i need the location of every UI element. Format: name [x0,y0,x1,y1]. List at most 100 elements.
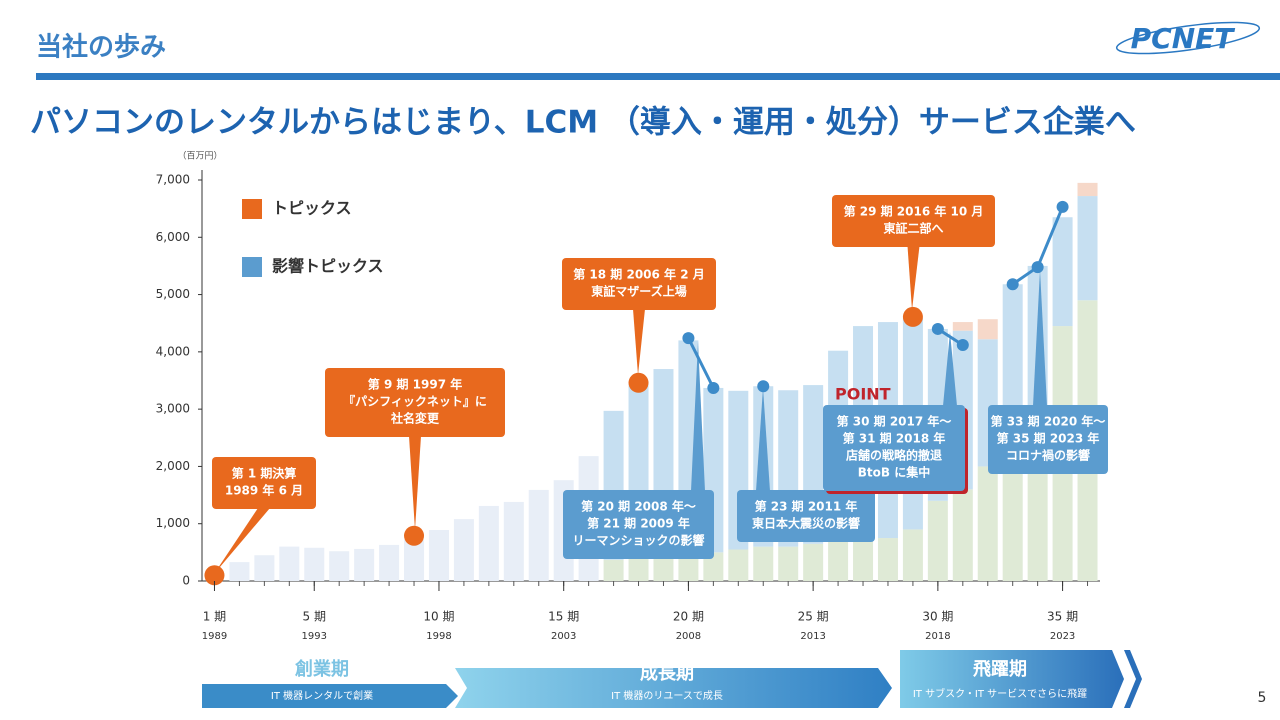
legend-label: 影響トピックス [272,257,384,276]
bar-segment [1052,217,1073,327]
bar-segment [404,539,425,581]
bar-segment [778,546,799,581]
bar-segment [653,558,674,581]
bar-segment [628,558,649,581]
bar-segment [902,529,923,581]
impact-dot [757,380,770,393]
legend-swatch [242,199,262,219]
bar-segment [728,549,749,581]
bar-segment [428,530,449,581]
callout-box [988,405,1108,474]
x-tick-label: 30 期 [922,610,953,624]
phase-band [455,668,892,708]
bar-segment [678,555,699,581]
topic-dot [404,525,425,546]
y-tick-label: 5,000 [156,287,190,301]
callout-pointer [1033,270,1047,406]
bar-segment [528,489,549,581]
impact-dot [682,332,695,345]
callout-pointer [409,436,421,530]
callout-box [562,258,716,310]
bar-segment [279,546,300,581]
y-tick-label: 0 [182,574,190,588]
y-tick-label: 3,000 [156,402,190,416]
bar-segment [703,552,724,581]
header-title: 当社の歩み [36,32,166,63]
y-tick-label: 6,000 [156,230,190,244]
y-axis-label: （百万円） [177,151,222,162]
callout-pointer [907,246,920,310]
legend-label: トピックス [272,199,352,218]
topic-dot [204,565,225,586]
bar-segment [329,551,350,581]
callout-text: 第 29 期 2016 年 10 月 [844,204,984,219]
x-tick-year: 2003 [551,631,576,642]
callout-box [212,457,316,509]
bar-segment [927,500,948,581]
impact-dot [1056,200,1069,213]
callout-text: 東日本大震災の影響 [752,516,860,531]
x-tick-label: 10 期 [423,610,454,624]
callout-pointer [214,508,270,574]
bar-segment [977,466,998,581]
bar-segment [753,546,774,581]
bar-segment [853,540,874,581]
impact-dot [956,338,969,351]
callout-text: 店舗の戦略的撤退 [846,448,942,463]
page-number: 5 [1258,690,1267,706]
x-tick-year: 1989 [202,631,227,642]
bar-segment [803,543,824,581]
callout-text: 第 9 期 1997 年 [368,377,462,392]
callout-box [823,405,965,491]
callout-text: 第 35 期 2023 年 [997,431,1100,446]
x-tick-label: 20 期 [673,610,704,624]
x-tick-year: 1993 [302,631,327,642]
callout-text: リーマンショックの影響 [572,533,704,548]
callout-text: 社名変更 [390,411,440,426]
x-tick-label: 5 期 [303,610,326,624]
callout-text: 1989 年 6 月 [225,483,303,498]
callout-text: 第 23 期 2011 年 [755,499,858,514]
x-tick-label: 15 期 [548,610,579,624]
callout-text: 東証マザーズ上場 [591,284,686,299]
phase-subtitle: IT サブスク・IT サービスでさらに飛躍 [913,687,1087,700]
callout-text: 第 18 期 2006 年 2 月 [573,267,705,282]
phase-subtitle: IT 機器レンタルで創業 [271,689,373,702]
topic-dot [628,372,649,393]
impact-dot [1031,261,1044,274]
impact-dot [1006,278,1019,291]
callout-text: BtoB に集中 [858,465,930,480]
callout-text: 第 1 期決算 [232,466,297,481]
callout-text: 第 30 期 2017 年～ [837,414,952,429]
bar-segment [478,505,499,581]
impact-dot [707,381,720,394]
x-tick-year: 2013 [800,631,825,642]
bar-segment [503,501,524,581]
phase-title: 成長期 [640,662,694,684]
callout-pointer [756,388,770,491]
y-tick-label: 2,000 [156,459,190,473]
impact-dot [931,322,944,335]
legend-swatch [242,257,262,277]
bar-segment [304,547,325,581]
callout-box [563,490,714,559]
x-tick-label: 35 期 [1047,610,1078,624]
bar-segment [952,489,973,581]
bar-segment [229,562,250,581]
bar-segment [828,540,849,581]
phase-title: 飛躍期 [973,659,1027,680]
callout-pointer [943,332,957,406]
callout-text: コロナ禍の影響 [1006,448,1090,463]
logo: PCNET [1131,22,1236,55]
callout-box [737,490,875,542]
bar-segment [254,555,275,581]
y-tick-label: 1,000 [156,516,190,530]
point-label: POINT [835,385,891,404]
x-tick-year: 2008 [676,631,701,642]
logo-swoosh [1115,21,1261,55]
overlay: 第 1 期決算 1989 年 6 月 第 9 期 1997 年『パシフィックネット』… [204,195,1108,586]
x-tick-year: 1998 [426,631,451,642]
callout-text: 第 21 期 2009 年 [587,516,690,531]
bar-segment [952,322,973,331]
